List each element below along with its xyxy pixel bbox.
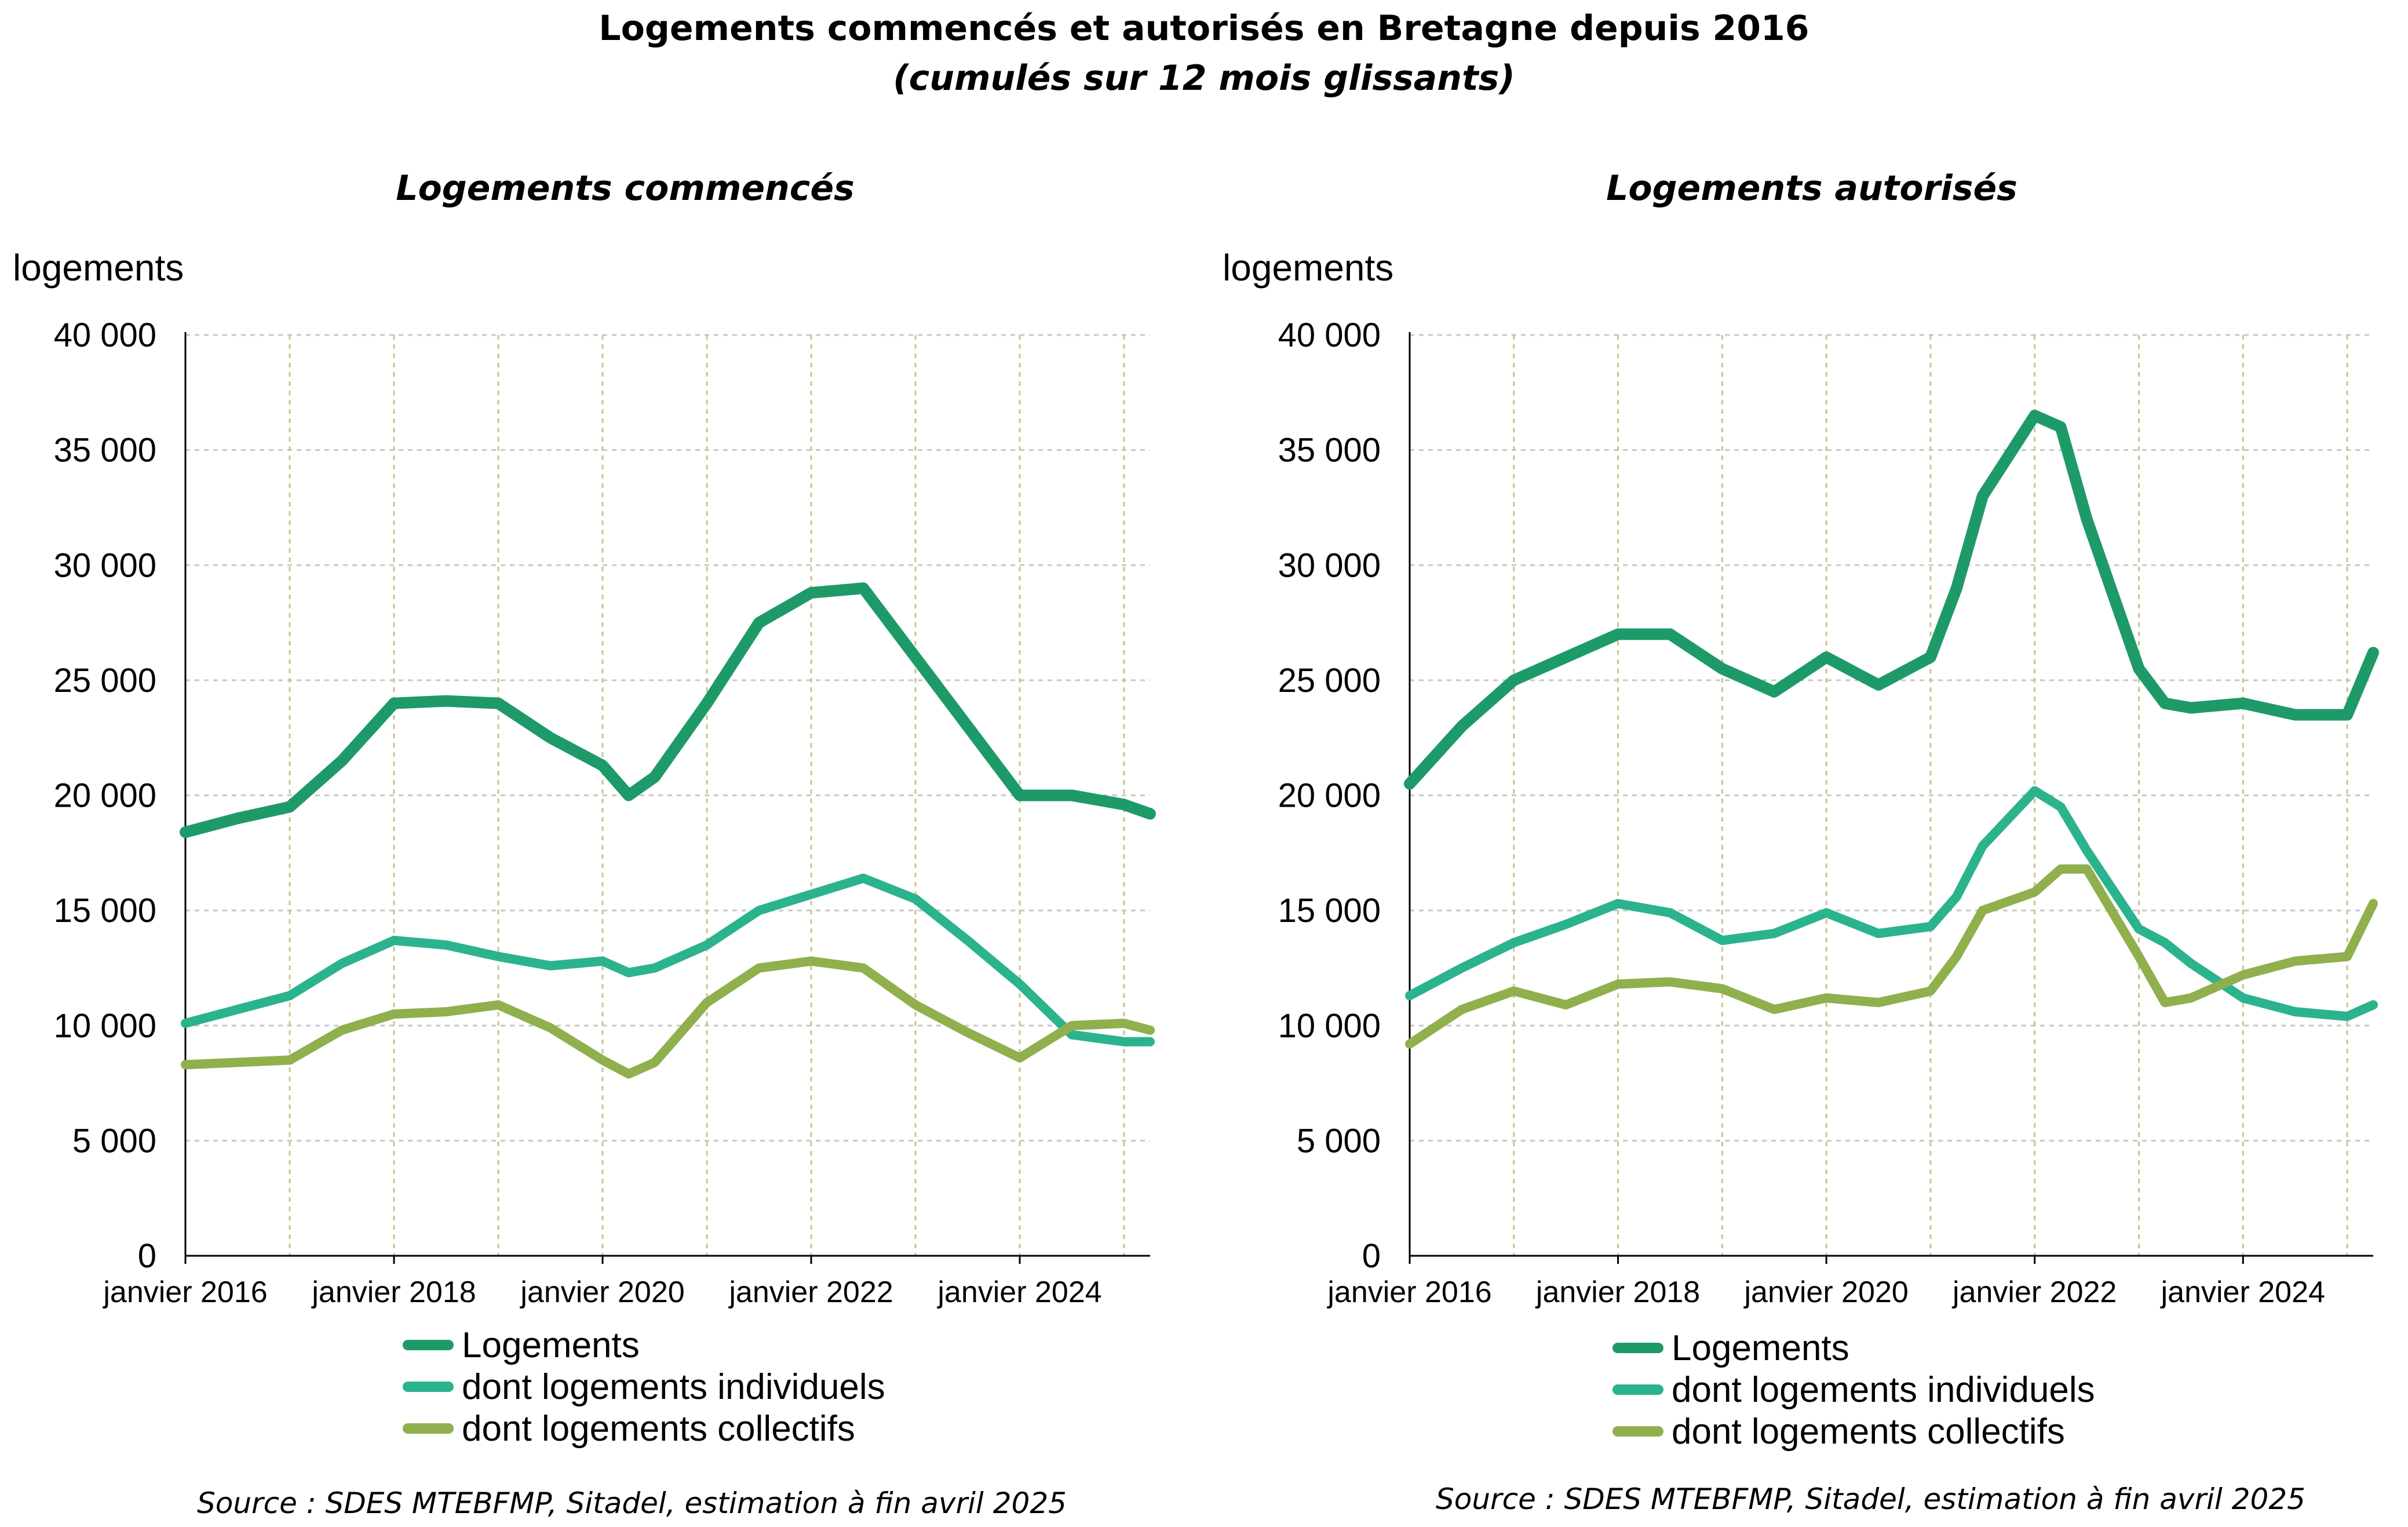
legend-swatch <box>1612 1343 1663 1353</box>
main-subtitle: (cumulés sur 12 mois glissants) <box>893 58 1515 99</box>
legend-swatch <box>1612 1426 1663 1437</box>
y-tick-label: 30 000 <box>1278 546 1381 584</box>
y-tick-label: 0 <box>1362 1237 1381 1275</box>
legend-item-logements: Logements <box>1612 1327 2095 1369</box>
y-tick-label: 10 000 <box>1278 1007 1381 1045</box>
y-tick-label: 15 000 <box>1278 892 1381 930</box>
y-tick-label: 25 000 <box>1278 662 1381 699</box>
legend-label: dont logements individuels <box>462 1366 885 1407</box>
legend-item-logements: Logements <box>403 1324 885 1366</box>
series-line-logements <box>1404 410 2379 790</box>
series-line-collectifs <box>1405 864 2378 1049</box>
legend-swatch <box>403 1382 454 1392</box>
legend-item-collectifs: dont logements collectifs <box>1612 1411 2095 1452</box>
chart-panel-autorises: Logements autorisés logements 0 5 000 10 0… <box>1204 0 2408 1527</box>
y-tick-label: 0 <box>138 1237 156 1275</box>
y-tick-label: 40 000 <box>54 316 156 354</box>
legend-swatch <box>403 1340 454 1350</box>
x-tick-label: janvier 2024 <box>2160 1275 2325 1309</box>
y-tick-label: 10 000 <box>54 1007 156 1045</box>
y-tick-label: 35 000 <box>54 432 156 469</box>
legend: Logements dont logements individuels don… <box>1612 1327 2095 1452</box>
chart-panel-commences: Logements commencés logements 0 5 000 10 0… <box>13 168 1156 1520</box>
legend-label: dont logements individuels <box>1672 1369 2095 1410</box>
legend-label: Logements <box>462 1325 640 1365</box>
y-tick-label: 35 000 <box>1278 432 1381 469</box>
source-note: Source : SDES MTEBFMP, Sitadel, estimati… <box>1436 1482 2305 1516</box>
x-tick-label: janvier 2020 <box>1743 1275 1908 1309</box>
legend-item-individuels: dont logements individuels <box>403 1366 885 1408</box>
y-axis-unit: logements <box>13 247 184 289</box>
y-tick-label: 30 000 <box>54 546 156 584</box>
y-tick-label: 5 000 <box>1297 1122 1381 1160</box>
x-tick-label: janvier 2018 <box>311 1275 476 1309</box>
main-title: Logements commencés et autorisés en Bret… <box>599 8 1809 49</box>
y-tick-label: 20 000 <box>1278 777 1381 815</box>
legend: Logements dont logements individuels don… <box>403 1324 885 1449</box>
series-line-logements <box>180 582 1156 839</box>
line-chart-autorises: 0 5 000 10 000 15 000 20 000 25 000 30 000 35 0… <box>1278 316 2379 1309</box>
legend-item-individuels: dont logements individuels <box>1612 1369 2095 1411</box>
series-line-individuels <box>181 873 1155 1047</box>
y-tick-label: 40 000 <box>1278 316 1381 354</box>
y-tick-label: 5 000 <box>72 1122 156 1160</box>
legend-item-collectifs: dont logements collectifs <box>403 1408 885 1449</box>
y-axis-unit: logements <box>1223 247 1394 289</box>
y-tick-label: 20 000 <box>54 777 156 815</box>
panel-title: Logements commencés <box>396 168 855 209</box>
x-tick-label: janvier 2016 <box>1326 1275 1491 1309</box>
y-tick-label: 15 000 <box>54 892 156 930</box>
legend-label: dont logements collectifs <box>462 1408 855 1449</box>
source-note: Source : SDES MTEBFMP, Sitadel, estimati… <box>197 1486 1067 1520</box>
y-tick-label: 25 000 <box>54 662 156 699</box>
legend-swatch <box>1612 1384 1663 1395</box>
line-chart-commences: 0 5 000 10 000 15 000 20 000 25 000 30 000 35 0… <box>54 316 1156 1309</box>
series-line-individuels <box>1405 786 2378 1021</box>
x-tick-label: janvier 2020 <box>519 1275 684 1309</box>
series-line-collectifs <box>181 956 1155 1079</box>
x-tick-label: janvier 2022 <box>1951 1275 2117 1309</box>
x-tick-label: janvier 2018 <box>1535 1275 1700 1309</box>
x-tick-label: janvier 2022 <box>728 1275 893 1309</box>
legend-swatch <box>403 1423 454 1434</box>
panel-title: Logements autorisés <box>1606 168 2017 209</box>
legend-label: dont logements collectifs <box>1672 1411 2065 1452</box>
x-tick-label: janvier 2016 <box>102 1275 267 1309</box>
legend-label: Logements <box>1672 1328 1849 1368</box>
x-tick-label: janvier 2024 <box>936 1275 1101 1309</box>
